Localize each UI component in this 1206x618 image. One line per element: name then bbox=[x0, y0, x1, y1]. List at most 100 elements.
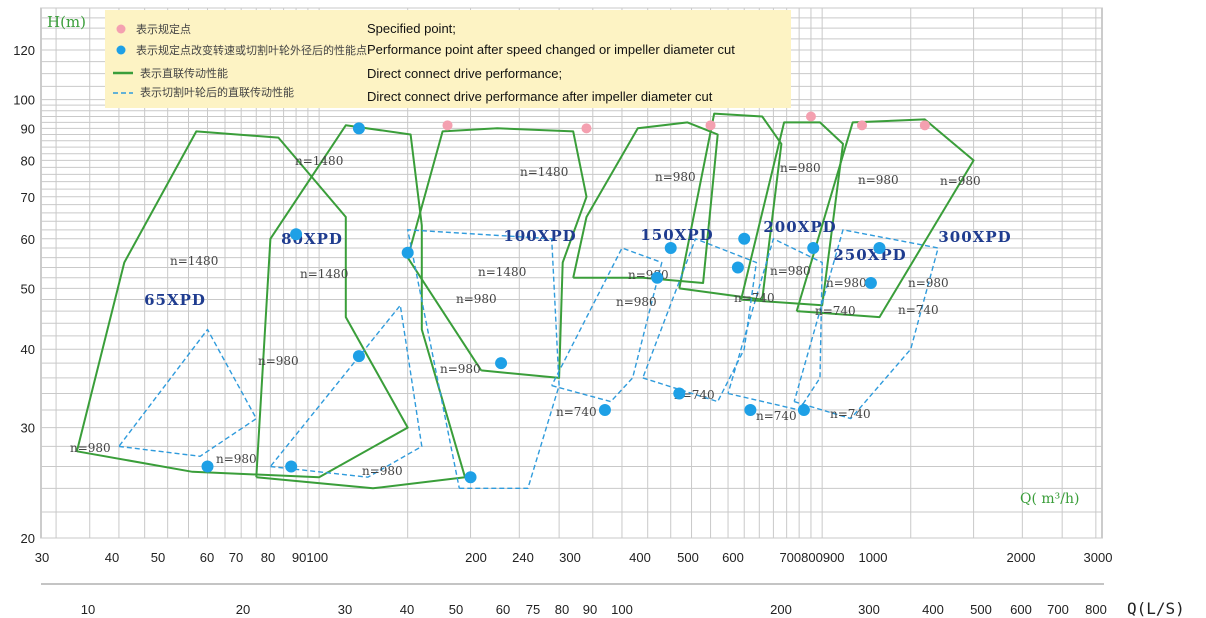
envelope-250xpd-cut bbox=[727, 238, 823, 411]
performance-point bbox=[873, 242, 886, 255]
speed-label: n=980 bbox=[826, 276, 867, 290]
x-axis-ticks: 30 40 50 60 70 80 90100 200 240 300 400 500 600 70080… bbox=[35, 550, 1113, 565]
speed-label: n=980 bbox=[440, 362, 481, 376]
legend: 表示规定点 Specified point; 表示规定点改变转速或切割叶轮外径后… bbox=[113, 21, 735, 104]
x-tick-label: 30 bbox=[35, 550, 49, 565]
x2-tick-label: 200 bbox=[770, 602, 792, 617]
speed-label: n=980 bbox=[216, 452, 257, 466]
x-tick-label: 600 bbox=[722, 550, 744, 565]
model-label: 100XPD bbox=[503, 227, 576, 245]
specified-point bbox=[581, 123, 592, 134]
speed-label: n=980 bbox=[362, 464, 403, 478]
model-label: 300XPD bbox=[938, 228, 1011, 246]
y-tick-label: 90 bbox=[21, 121, 35, 136]
x2-tick-label: 60 bbox=[496, 602, 510, 617]
x-axis-title: Q( m³/h) bbox=[1020, 491, 1079, 507]
x2-tick-label: 10 bbox=[81, 602, 95, 617]
speed-label: n=1480 bbox=[170, 254, 218, 268]
speed-label: n=980 bbox=[70, 441, 111, 455]
speed-label: n=1480 bbox=[478, 265, 526, 279]
y-tick-label: 20 bbox=[21, 531, 35, 546]
envelope-200xpd-cut bbox=[642, 238, 758, 403]
speed-label: n=980 bbox=[258, 354, 299, 368]
speed-label: n=980 bbox=[780, 161, 821, 175]
performance-point bbox=[495, 357, 508, 370]
performance-point bbox=[673, 387, 686, 400]
performance-point bbox=[807, 242, 820, 255]
envelope-100xpd-cut bbox=[407, 229, 560, 489]
y-tick-label: 50 bbox=[21, 281, 35, 296]
performance-point bbox=[651, 271, 664, 284]
speed-label: n=980 bbox=[770, 264, 811, 278]
x2-axis-ticks: 10 20 30 40 50 60 75 80 90 100 200 300 400 500 600 700 8… bbox=[81, 602, 1107, 617]
speed-label: n=740 bbox=[756, 409, 797, 423]
curves bbox=[75, 112, 975, 490]
x2-tick-label: 600 bbox=[1010, 602, 1032, 617]
speed-label: n=980 bbox=[858, 173, 899, 187]
speed-label: n=740 bbox=[815, 304, 856, 318]
x-tick-label: 700800900 bbox=[779, 550, 844, 565]
legend-cn-4: 表示切割叶轮后的直联传动性能 bbox=[140, 85, 294, 99]
y-tick-label: 30 bbox=[21, 421, 35, 436]
speed-label: n=980 bbox=[456, 292, 497, 306]
speed-label: n=980 bbox=[655, 170, 696, 184]
legend-blue-dot-icon bbox=[116, 45, 126, 55]
x2-tick-label: 50 bbox=[449, 602, 463, 617]
performance-point bbox=[797, 403, 810, 416]
legend-cn-2: 表示规定点改变转速或切割叶轮外径后的性能点 bbox=[136, 43, 367, 57]
x2-tick-label: 75 bbox=[526, 602, 540, 617]
performance-point bbox=[401, 246, 414, 259]
x2-tick-label: 80 bbox=[555, 602, 569, 617]
y-tick-label: 120 bbox=[13, 43, 35, 58]
speed-labels: n=1480 n=1480 n=1480 n=1480 n=1480 n=980 n=980… bbox=[70, 154, 981, 478]
x-tick-label: 3000 bbox=[1084, 550, 1113, 565]
envelope-100xpd-direct bbox=[406, 127, 588, 379]
x2-axis-title: Q(L/S) bbox=[1127, 599, 1185, 618]
x-tick-label: 40 bbox=[105, 550, 119, 565]
y-tick-label: 60 bbox=[21, 232, 35, 247]
x-tick-label: 80 bbox=[261, 550, 275, 565]
model-label: 65XPD bbox=[144, 291, 206, 309]
speed-label: n=1480 bbox=[295, 154, 343, 168]
speed-label: n=740 bbox=[898, 303, 939, 317]
x-tick-label: 50 bbox=[151, 550, 165, 565]
y-axis-title: H(m) bbox=[47, 13, 86, 31]
x2-tick-label: 300 bbox=[858, 602, 880, 617]
x2-tick-label: 30 bbox=[338, 602, 352, 617]
model-label: 150XPD bbox=[640, 226, 713, 244]
performance-point bbox=[744, 403, 757, 416]
speed-label: n=980 bbox=[908, 276, 949, 290]
speed-label: n=740 bbox=[556, 405, 597, 419]
performance-point bbox=[352, 350, 365, 363]
performance-point bbox=[664, 242, 677, 255]
specified-point bbox=[805, 111, 816, 122]
x-tick-label: 70 bbox=[229, 550, 243, 565]
y-axis-ticks: 20 30 40 50 60 70 80 90 100 120 bbox=[13, 43, 35, 546]
legend-box bbox=[105, 10, 791, 108]
legend-pink-dot-icon bbox=[116, 24, 126, 34]
model-label: 250XPD bbox=[833, 246, 906, 264]
speed-label: n=980 bbox=[940, 174, 981, 188]
legend-en-3: Direct connect drive performance; bbox=[367, 66, 562, 81]
legend-cn-3: 表示直联传动性能 bbox=[140, 66, 228, 80]
y-tick-label: 80 bbox=[21, 153, 35, 168]
speed-label: n=740 bbox=[734, 291, 775, 305]
specified-point bbox=[919, 120, 930, 131]
legend-en-1: Specified point; bbox=[367, 21, 456, 36]
model-label: 200XPD bbox=[763, 218, 836, 236]
specified-point bbox=[705, 120, 716, 131]
speed-label: n=980 bbox=[616, 295, 657, 309]
y-tick-label: 70 bbox=[21, 190, 35, 205]
envelope-250xpd-direct bbox=[740, 121, 844, 307]
x-tick-label: 240 bbox=[512, 550, 534, 565]
x-tick-label: 60 bbox=[200, 550, 214, 565]
y-tick-label: 40 bbox=[21, 342, 35, 357]
performance-point bbox=[290, 228, 303, 241]
performance-point bbox=[285, 460, 298, 473]
legend-cn-1: 表示规定点 bbox=[136, 22, 191, 36]
x2-tick-label: 700 bbox=[1047, 602, 1069, 617]
x2-tick-label: 100 bbox=[611, 602, 633, 617]
x-tick-label: 90100 bbox=[292, 550, 328, 565]
legend-en-2: Performance point after speed changed or… bbox=[367, 42, 735, 57]
